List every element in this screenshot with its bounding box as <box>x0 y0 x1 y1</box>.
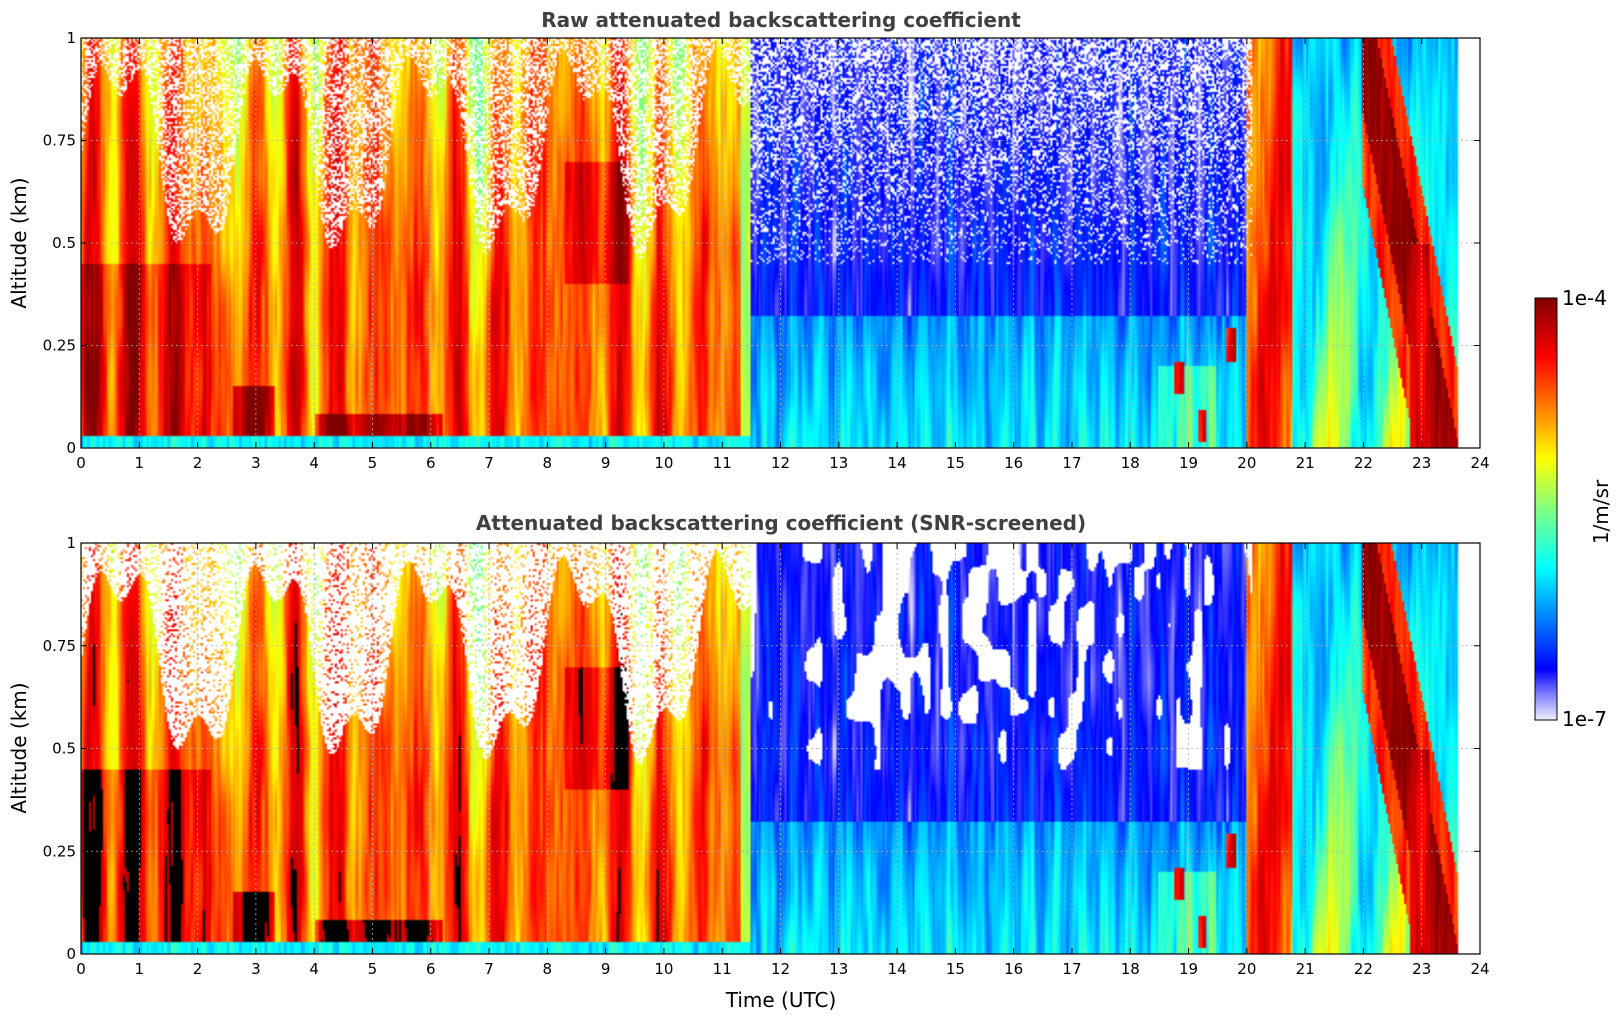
x-tick-label: 16 <box>1004 960 1023 978</box>
x-tick-label: 20 <box>1237 960 1256 978</box>
colorbar-frame <box>1534 297 1558 721</box>
colorbar-max-label: 1e-4 <box>1562 286 1607 310</box>
x-tick-label: 19 <box>1179 454 1198 472</box>
colorbar-min-label: 1e-7 <box>1562 707 1607 731</box>
x-tick-label: 15 <box>946 960 965 978</box>
colorbar: 1e-4 1e-7 1/m/sr <box>1534 286 1613 731</box>
y-tick-label: 0.5 <box>52 740 76 758</box>
x-tick-label: 24 <box>1470 454 1489 472</box>
x-tick-label: 14 <box>888 454 907 472</box>
x-tick-label: 21 <box>1296 454 1315 472</box>
panel-2-x-ticks: 0 1 2 3 4 5 6 7 8 9 10 11 12 13 14 15 16 17 18 19 20 21 22 23 24 <box>76 543 1490 978</box>
x-tick-label: 20 <box>1237 454 1256 472</box>
x-tick-label: 19 <box>1179 960 1198 978</box>
y-tick-label: 0 <box>66 945 76 963</box>
panel-2-grid <box>81 543 1480 954</box>
x-tick-label: 10 <box>654 960 673 978</box>
x-tick-label: 23 <box>1412 960 1431 978</box>
x-tick-label: 11 <box>713 454 732 472</box>
x-tick-label: 3 <box>251 960 261 978</box>
x-tick-label: 22 <box>1354 960 1373 978</box>
x-tick-label: 13 <box>829 454 848 472</box>
x-tick-label: 13 <box>829 960 848 978</box>
x-tick-label: 9 <box>601 454 611 472</box>
panel-1-x-ticks: 0 1 2 3 4 5 6 7 8 9 10 11 12 13 14 15 16 17 18 19 20 21 22 23 24 <box>76 38 1490 472</box>
y-tick-label: 0 <box>66 439 76 457</box>
x-tick-label: 8 <box>543 960 553 978</box>
y-tick-label: 0.5 <box>52 234 76 252</box>
x-tick-label: 2 <box>193 960 203 978</box>
x-tick-label: 6 <box>426 960 436 978</box>
x-tick-label: 11 <box>713 960 732 978</box>
x-tick-label: 4 <box>309 960 319 978</box>
x-axis-label: Time (UTC) <box>725 988 837 1012</box>
panel-2-y-ticks: 0 0.25 0.5 0.75 1 <box>43 534 1480 963</box>
x-tick-label: 14 <box>888 960 907 978</box>
x-tick-label: 22 <box>1354 454 1373 472</box>
x-tick-label: 2 <box>193 454 203 472</box>
panel-2-title: Attenuated backscattering coefficient (S… <box>476 511 1086 535</box>
panel-raw: Raw attenuated backscattering coefficien… <box>7 8 1490 472</box>
x-tick-label: 7 <box>484 454 494 472</box>
colorbar-gradient <box>1535 298 1557 720</box>
x-tick-label: 24 <box>1470 960 1489 978</box>
y-tick-label: 1 <box>66 534 76 552</box>
x-tick-label: 12 <box>771 960 790 978</box>
x-tick-label: 15 <box>946 454 965 472</box>
x-tick-label: 17 <box>1062 960 1081 978</box>
x-tick-label: 5 <box>368 454 378 472</box>
x-tick-label: 10 <box>654 454 673 472</box>
x-tick-label: 18 <box>1121 454 1140 472</box>
x-tick-label: 0 <box>76 960 86 978</box>
panel-screened: Attenuated backscattering coefficient (S… <box>7 511 1490 1012</box>
panel-2-y-label: Altitude (km) <box>7 682 31 813</box>
panel-1-y-ticks: 0 0.25 0.5 0.75 1 <box>43 29 1480 457</box>
x-tick-label: 1 <box>135 960 145 978</box>
panel-1-title: Raw attenuated backscattering coefficien… <box>541 8 1021 32</box>
x-tick-label: 12 <box>771 454 790 472</box>
panel-1-grid <box>81 38 1480 448</box>
y-tick-label: 0.75 <box>43 132 76 150</box>
x-tick-label: 9 <box>601 960 611 978</box>
x-tick-label: 1 <box>135 454 145 472</box>
x-tick-label: 8 <box>543 454 553 472</box>
x-tick-label: 21 <box>1296 960 1315 978</box>
x-tick-label: 5 <box>368 960 378 978</box>
panel-1-y-label: Altitude (km) <box>7 177 31 308</box>
x-tick-label: 16 <box>1004 454 1023 472</box>
y-tick-label: 1 <box>66 29 76 47</box>
x-tick-label: 18 <box>1121 960 1140 978</box>
x-tick-label: 17 <box>1062 454 1081 472</box>
x-tick-label: 6 <box>426 454 436 472</box>
x-tick-label: 23 <box>1412 454 1431 472</box>
colorbar-unit-label: 1/m/sr <box>1589 479 1613 544</box>
x-tick-label: 7 <box>484 960 494 978</box>
y-tick-label: 0.25 <box>43 842 76 860</box>
x-tick-label: 4 <box>309 454 319 472</box>
x-tick-label: 3 <box>251 454 261 472</box>
y-tick-label: 0.25 <box>43 337 76 355</box>
x-tick-label: 0 <box>76 454 86 472</box>
y-tick-label: 0.75 <box>43 637 76 655</box>
